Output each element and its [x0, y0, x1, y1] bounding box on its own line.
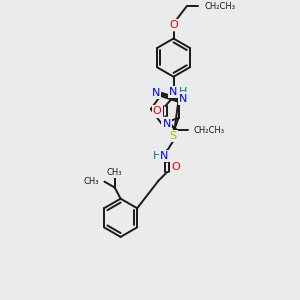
Text: CH₂CH₃: CH₂CH₃ — [194, 126, 225, 135]
Text: N: N — [152, 88, 160, 98]
Text: O: O — [169, 20, 178, 30]
Text: N: N — [163, 118, 171, 129]
Text: O: O — [153, 106, 161, 116]
Text: H: H — [153, 151, 161, 161]
Text: O: O — [171, 162, 180, 172]
Text: CH₂CH₃: CH₂CH₃ — [204, 2, 236, 11]
Text: H: H — [179, 87, 188, 97]
Text: N: N — [160, 151, 169, 161]
Text: N: N — [169, 87, 178, 97]
Text: CH₃: CH₃ — [107, 168, 122, 177]
Text: S: S — [170, 131, 177, 141]
Text: N: N — [179, 94, 187, 103]
Text: CH₃: CH₃ — [84, 177, 100, 186]
